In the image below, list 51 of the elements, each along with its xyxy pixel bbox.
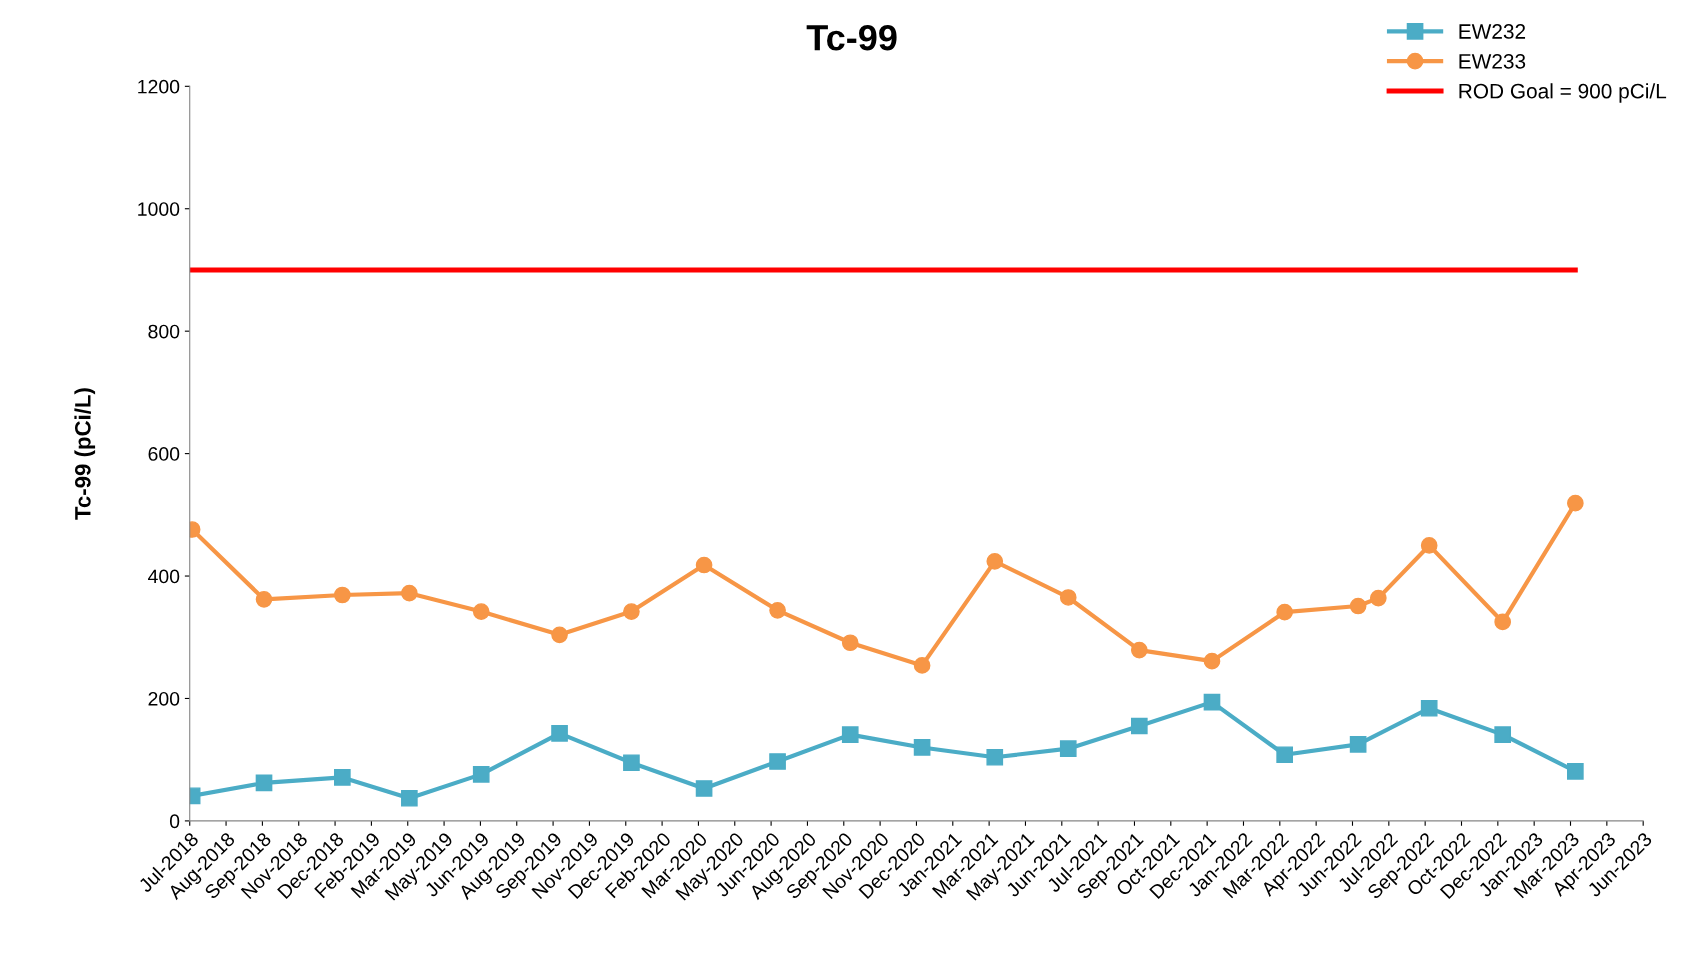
point <box>913 657 931 674</box>
chart-title: Tc-99 <box>806 24 897 51</box>
point <box>334 586 351 604</box>
point <box>1567 762 1584 780</box>
y-axis-title: Tc-99 (pCi/L) <box>74 388 96 520</box>
point <box>1494 726 1512 743</box>
point <box>841 634 859 652</box>
y-tick-label: 800 <box>148 324 180 339</box>
point <box>472 766 490 783</box>
point <box>1203 693 1221 711</box>
point <box>1349 736 1367 753</box>
y-tick-label: 400 <box>148 569 180 584</box>
point <box>623 603 640 620</box>
point <box>1130 717 1148 735</box>
point <box>1349 597 1367 615</box>
point <box>1369 589 1387 607</box>
point <box>401 584 418 602</box>
legend-label: ROD Goal = 900 pCi/L <box>1459 83 1667 103</box>
point <box>695 556 713 574</box>
y-tick-label: 0 <box>169 814 180 829</box>
point <box>1494 613 1512 631</box>
legend-label: EW233 <box>1459 53 1526 69</box>
point <box>769 753 786 770</box>
point <box>1130 641 1148 659</box>
point <box>551 725 568 742</box>
point <box>1276 603 1293 621</box>
point <box>1420 537 1438 554</box>
point <box>1059 589 1077 606</box>
point <box>986 748 1004 766</box>
point <box>255 774 273 792</box>
point <box>986 553 1004 570</box>
point <box>1203 652 1221 670</box>
point <box>1420 699 1438 717</box>
y-tick-label: 200 <box>148 691 180 706</box>
point <box>472 603 490 620</box>
point <box>334 769 351 786</box>
y-tick-label: 1000 <box>138 202 180 216</box>
point <box>1567 494 1584 512</box>
point <box>913 739 931 756</box>
point <box>1059 740 1077 758</box>
point <box>1276 746 1293 764</box>
point <box>623 754 640 772</box>
point <box>401 789 418 807</box>
point <box>841 726 859 743</box>
point <box>551 626 568 644</box>
y-tick-label: 600 <box>148 447 180 461</box>
point <box>255 590 273 608</box>
y-tick-label: 1200 <box>138 79 180 94</box>
legend-label: EW232 <box>1459 24 1526 39</box>
point <box>695 780 713 797</box>
point <box>769 601 786 619</box>
